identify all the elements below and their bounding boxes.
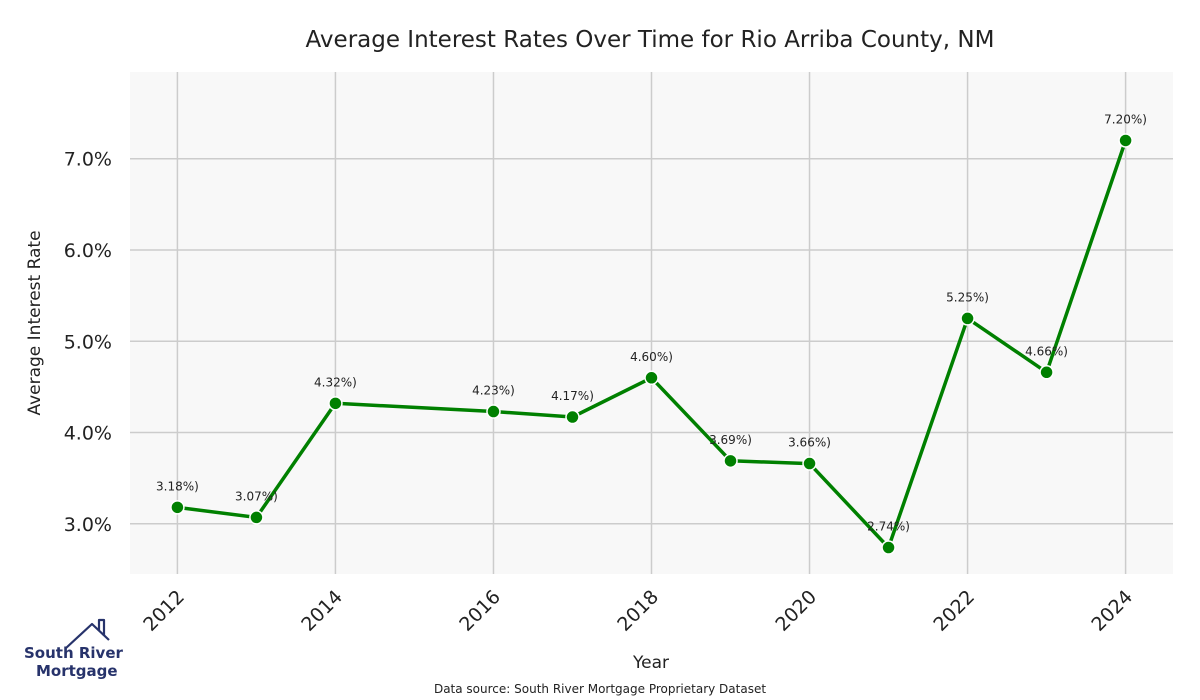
data-point bbox=[486, 404, 501, 419]
y-tick-label: 3.0% bbox=[64, 514, 112, 536]
data-point bbox=[170, 500, 185, 515]
data-label: 7.20%) bbox=[1104, 112, 1147, 126]
logo-text-line1: South River bbox=[24, 644, 124, 662]
data-source-note: Data source: South River Mortgage Propri… bbox=[434, 682, 766, 696]
y-axis-label: Average Interest Rate bbox=[25, 230, 45, 415]
house-icon bbox=[65, 618, 110, 649]
data-point bbox=[1118, 133, 1133, 148]
data-label: 2.74%) bbox=[867, 520, 910, 534]
data-points bbox=[170, 133, 1133, 555]
data-point bbox=[328, 396, 343, 411]
data-label: 4.32%) bbox=[314, 375, 357, 389]
data-label: 3.18%) bbox=[156, 479, 199, 493]
x-tick-label: 2016 bbox=[455, 586, 505, 636]
series-line bbox=[177, 139, 1128, 550]
data-label: 3.66%) bbox=[788, 436, 831, 450]
x-tick-label: 2024 bbox=[1087, 586, 1137, 636]
y-tick-label: 5.0% bbox=[64, 331, 112, 353]
y-axis-ticks: 3.0% 4.0% 5.0% 6.0% 7.0% bbox=[64, 149, 112, 536]
x-tick-label: 2020 bbox=[771, 586, 821, 636]
y-tick-label: 6.0% bbox=[64, 240, 112, 262]
x-axis-ticks: 2012 2014 2016 2018 2020 2022 2024 bbox=[139, 586, 1137, 636]
data-label: 4.23%) bbox=[472, 384, 515, 398]
x-tick-label: 2014 bbox=[297, 586, 347, 636]
data-label: 3.07%) bbox=[235, 489, 278, 503]
data-labels: 3.18%) 3.07%) 4.32%) 4.23%) 4.17%) 4.60%) 3.69… bbox=[156, 112, 1147, 533]
brand-logo: South River Mortgage bbox=[24, 618, 124, 680]
y-tick-label: 7.0% bbox=[64, 149, 112, 171]
data-label: 4.17%) bbox=[551, 389, 594, 403]
data-point bbox=[565, 409, 580, 425]
chart-title: Average Interest Rates Over Time for Rio… bbox=[306, 27, 995, 53]
data-point bbox=[960, 311, 975, 326]
x-tick-label: 2012 bbox=[139, 586, 189, 636]
data-label: 4.60%) bbox=[630, 350, 673, 364]
y-tick-label: 4.0% bbox=[64, 423, 112, 445]
data-point bbox=[723, 453, 738, 469]
data-label: 4.66%) bbox=[1025, 344, 1068, 358]
data-label: 5.25%) bbox=[946, 290, 989, 304]
x-tick-label: 2018 bbox=[613, 586, 663, 636]
logo-text-line2: Mortgage bbox=[36, 662, 118, 680]
data-point bbox=[249, 510, 264, 525]
x-tick-label: 2022 bbox=[929, 586, 979, 636]
data-point bbox=[644, 370, 659, 386]
data-point bbox=[802, 456, 817, 471]
data-label: 3.69%) bbox=[709, 433, 752, 447]
data-point bbox=[1039, 365, 1054, 380]
data-point bbox=[881, 540, 896, 555]
x-axis-label: Year bbox=[632, 653, 669, 673]
